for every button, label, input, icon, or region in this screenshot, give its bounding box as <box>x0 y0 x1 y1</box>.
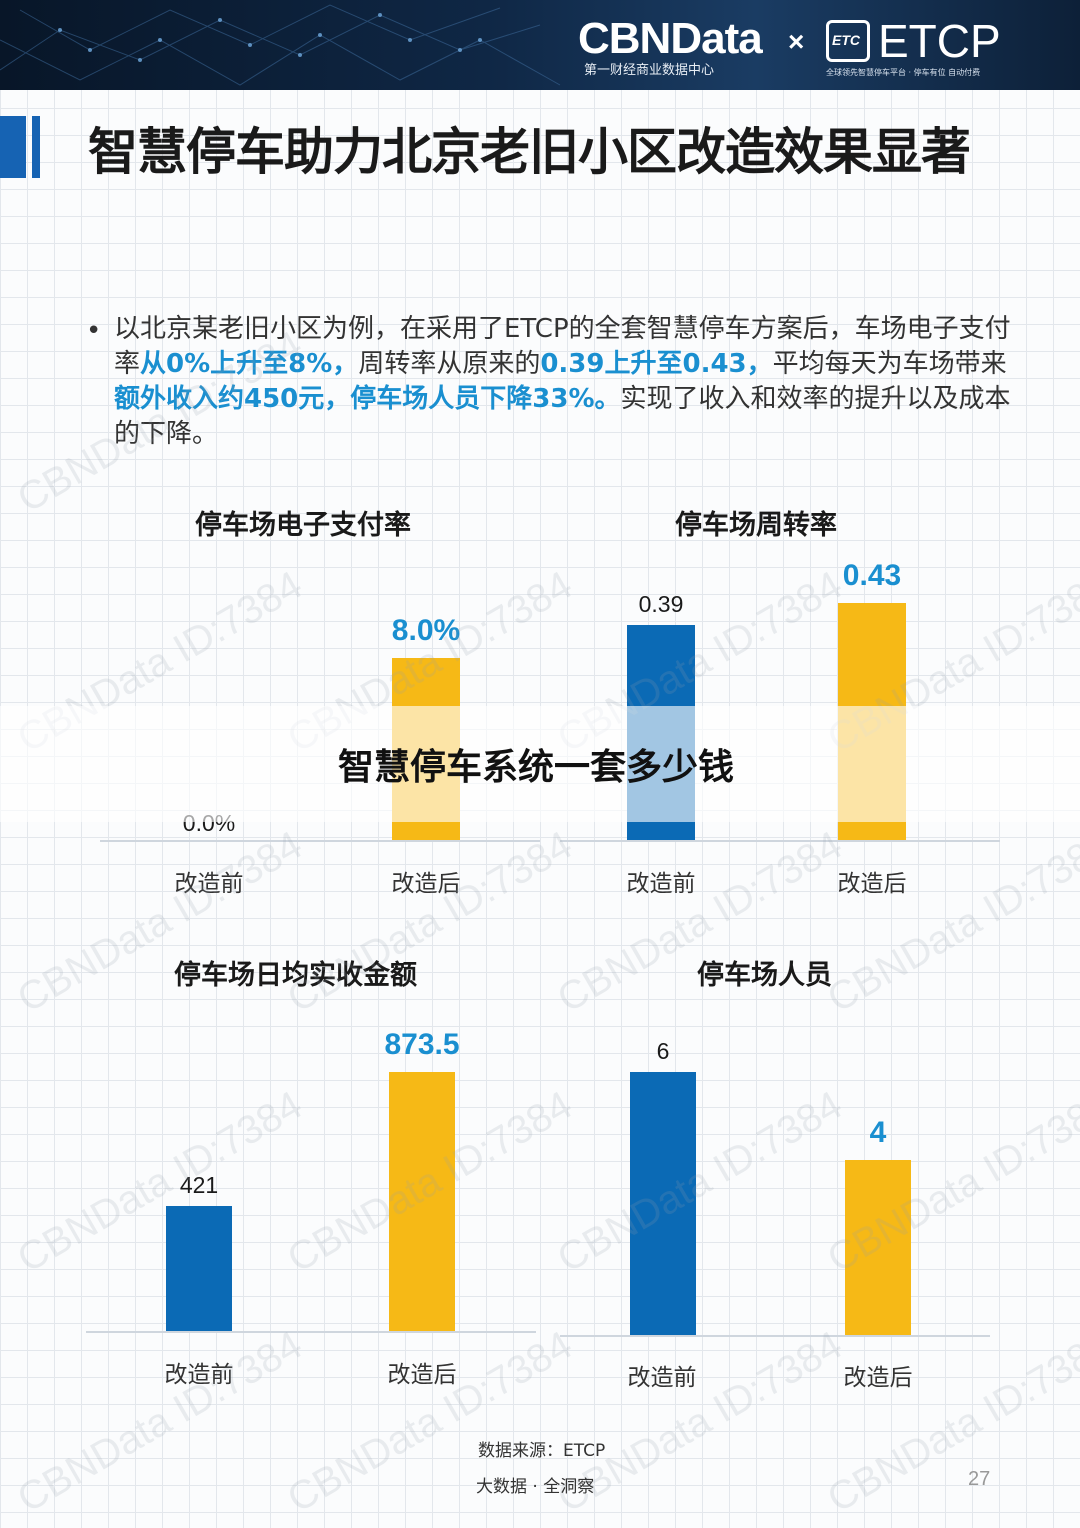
chart-value-label: 6 <box>656 1038 670 1064</box>
chart-value-label: 4 <box>869 1116 887 1149</box>
header-banner: CBNData 第一财经商业数据中心 × ETC ETCP 全球领先智慧停车平台… <box>0 0 1080 90</box>
summary-paragraph: 以北京某老旧小区为例，在采用了ETCP的全套智慧停车方案后，车场电子支付率从0%… <box>114 312 1014 452</box>
chart-category-label: 改造后 <box>391 871 461 897</box>
cbndata-subtitle: 第一财经商业数据中心 <box>584 63 715 78</box>
etcp-logo-text: ETCP <box>878 15 1001 67</box>
bullet-dot: • <box>86 316 102 346</box>
watermark: CBNData ID:7384 <box>820 822 1080 1022</box>
para-text-4: 实现了收入和效率的提升以及成本的下降。 <box>114 384 1011 449</box>
network-pattern-icon <box>0 4 561 86</box>
chart-value-label: 0.39 <box>638 591 684 617</box>
chart-title-payment-rate: 停车场电子支付率 <box>195 510 411 541</box>
chart-baseline <box>86 1331 536 1333</box>
chart-baseline <box>560 840 1000 842</box>
watermark: CBNData ID:7384 <box>280 822 580 1022</box>
page-number: 27 <box>968 1468 991 1490</box>
para-highlight-1: 从0%上升至8%， <box>140 349 359 379</box>
chart-baseline <box>560 1335 990 1337</box>
chart-title-turnover: 停车场周转率 <box>675 510 837 541</box>
chart-title-staff: 停车场人员 <box>697 960 832 991</box>
para-highlight-2: 0.39上升至0.43， <box>540 349 773 379</box>
para-text-1: 以北京某老旧小区为例，在采用了ETCP的全套智慧停车方案后，车场电子支付率 <box>114 314 1011 379</box>
data-source: 数据来源：ETCP <box>478 1441 606 1461</box>
watermark: CBNData ID:7384 <box>550 1082 850 1282</box>
chart-category-label: 改造前 <box>626 871 696 897</box>
overlay-band <box>0 706 1080 822</box>
chart-category-label: 改造后 <box>837 871 907 897</box>
page-title: 智慧停车助力北京老旧小区改造效果显著 <box>88 123 971 181</box>
collab-symbol: × <box>788 26 805 57</box>
para-text-3: 平均每天为车场带来 <box>772 349 1007 379</box>
footer-tagline: 大数据 · 全洞察 <box>476 1477 595 1497</box>
chart-bar-revenue-before <box>166 1206 232 1331</box>
cbndata-logo: CBNData <box>578 14 763 63</box>
chart-category-label: 改造前 <box>627 1365 697 1391</box>
chart-category-label: 改造后 <box>387 1362 457 1388</box>
chart-category-label: 改造后 <box>843 1365 913 1391</box>
chart-value-label: 421 <box>179 1172 219 1198</box>
watermark: CBNData ID:7384 <box>820 1322 1080 1522</box>
etcp-subtitle: 全球领先智慧停车平台 · 停车有位 自动付费 <box>826 68 981 77</box>
para-text-2: 周转率从原来的 <box>358 349 541 379</box>
chart-category-label: 改造前 <box>164 1362 234 1388</box>
chart-category-label: 改造前 <box>174 871 244 897</box>
chart-bar-revenue-after <box>389 1072 455 1331</box>
chart-value-label: 8.0% <box>391 614 461 647</box>
title-accent-bar-thin <box>32 116 40 178</box>
watermark: CBNData ID:7384 <box>10 822 310 1022</box>
chart-bar-staff-before <box>630 1072 696 1335</box>
overlay-caption: 智慧停车系统一套多少钱 <box>338 747 735 788</box>
chart-value-label: 0.43 <box>842 559 902 592</box>
title-accent-bar <box>0 116 26 178</box>
para-highlight-3: 额外收入约450元，停车场人员下降33%。 <box>114 384 621 414</box>
chart-baseline <box>100 840 540 842</box>
chart-bar-staff-after <box>845 1160 911 1335</box>
etcp-logo-icon: ETC <box>826 20 870 62</box>
watermark: CBNData ID:7384 <box>550 822 850 1022</box>
chart-title-daily-revenue: 停车场日均实收金额 <box>174 960 417 991</box>
watermark: CBNData ID:7384 <box>550 1322 850 1522</box>
chart-value-label: 873.5 <box>384 1028 460 1061</box>
watermark: CBNData ID:7384 <box>10 1322 310 1522</box>
